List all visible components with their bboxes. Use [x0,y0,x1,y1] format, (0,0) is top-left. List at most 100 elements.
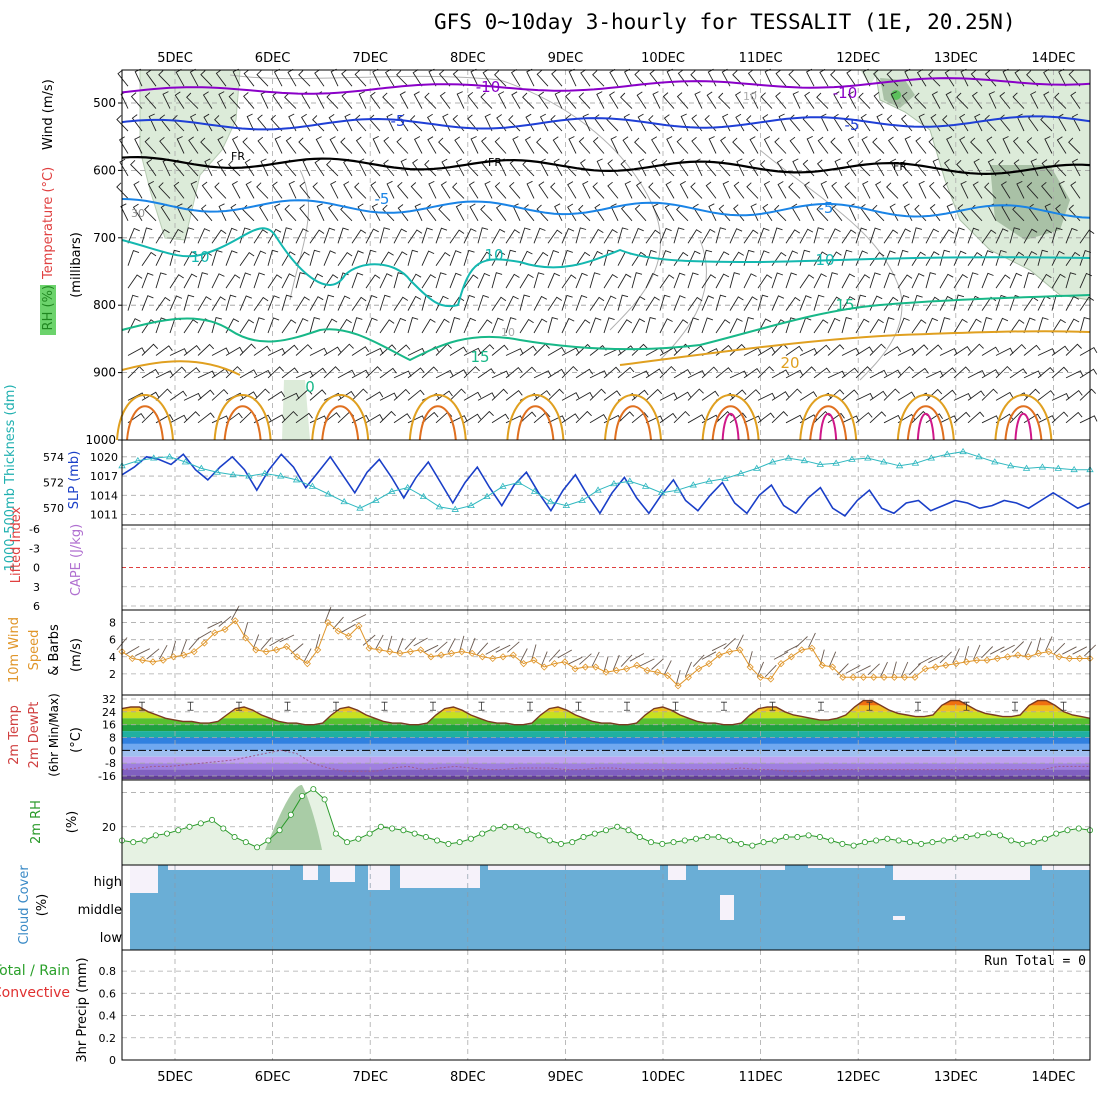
wind-barb [116,115,129,132]
wind-barb [901,91,913,109]
wind-barb [939,389,957,401]
wind-barb [214,182,227,199]
wind-barb [531,644,537,661]
date-label-top: 11DEC [739,51,783,66]
wind-barb [379,294,391,311]
wind-barb [158,182,171,199]
wind-barb [393,272,405,289]
wind-barb [423,644,439,653]
wind-barb [617,366,635,379]
wind-barb [155,388,172,401]
wind-barb [519,294,531,311]
wind-barb [379,227,391,244]
wind-barb [505,249,517,266]
wind-barb [631,272,643,289]
wind10m-point [1045,648,1053,656]
wind10m-point [870,673,878,681]
wind-barb [953,411,971,424]
rh2m-point [715,834,722,841]
wind-barb [828,651,837,667]
isotherm-25 [896,394,955,441]
wind-barb [144,137,157,154]
wind-barb [679,181,689,199]
wind-barb [469,203,479,222]
wind-barb [575,410,592,424]
wind-barb [925,272,937,289]
wind-barb [312,115,325,132]
wind-barb [1037,249,1049,266]
rh2m-point [557,840,564,847]
wind-barb [804,91,815,109]
wind-barb [410,182,423,199]
wind-barb [463,294,476,311]
cloud-unit-text: (%) [35,894,50,917]
wind-barb [398,114,409,132]
wind-barb [505,389,523,401]
wind-barb [239,295,252,311]
wind-barb [281,227,293,244]
wind-barb [1037,348,1056,356]
rh2m-point [546,837,553,844]
wind-barb [692,203,703,222]
wind-barb [847,136,857,154]
date-label-bottom: 8DEC [450,1070,486,1085]
rh2m-area [122,789,1090,865]
wind-barb [675,669,681,686]
wind-barb [986,136,997,154]
wind-barb [225,294,237,311]
wind-barb [547,250,560,266]
wind-barb [551,69,563,87]
wind-barb [309,347,328,356]
wind-barb [211,249,223,266]
wind-barb [323,412,341,424]
wind-barb [463,391,482,401]
wind-barb [477,344,495,356]
wind10m-point [962,658,970,666]
slp-point [673,486,682,493]
wind10m-point [859,673,868,681]
wind-barb [256,70,269,87]
rh2m-point [299,792,306,799]
wind10m-point [447,649,456,657]
minmax-bar [527,701,533,711]
wind-barb [830,70,843,87]
wind-barb [995,317,1009,334]
wind-barb [170,640,177,657]
wind-barb [963,646,969,662]
wind-barb [197,228,211,244]
slp-point [165,453,174,460]
pressure-tick: 800 [93,298,116,312]
wind-barb [119,158,129,177]
wind-barb [692,654,705,667]
thickness-ylabel-text: 1000-500mb Thickness (dm) [3,384,18,571]
wind-barb [393,344,411,356]
wind-barb [495,203,507,222]
wind-barb [172,114,185,132]
wind-barb [925,228,940,244]
wind-barb [242,137,255,154]
wind-barb [953,227,965,244]
wind10m-point [252,646,260,654]
wind-barb [230,203,241,222]
wind10m-tick: 8 [109,617,116,630]
wind-barb [652,203,661,221]
wind-barb [116,182,129,199]
wind-barb [561,317,575,334]
wind-barb [579,653,592,665]
slp-point [388,487,396,494]
wind-barb [989,646,1005,655]
slp-point [578,496,586,503]
wind-barb [844,182,857,199]
wind-barb [680,113,689,132]
wind-barb [519,345,537,356]
isotherm-30 [321,405,360,441]
wind-barb [942,182,955,199]
wind-barb [449,415,468,424]
wind-barb [1079,250,1092,266]
isotherm-25 [799,394,858,441]
wind-barb [159,114,171,132]
slp-point [419,492,428,500]
wind-barb [228,160,241,177]
cloud-gap [808,865,885,868]
rh-contour [759,149,903,381]
